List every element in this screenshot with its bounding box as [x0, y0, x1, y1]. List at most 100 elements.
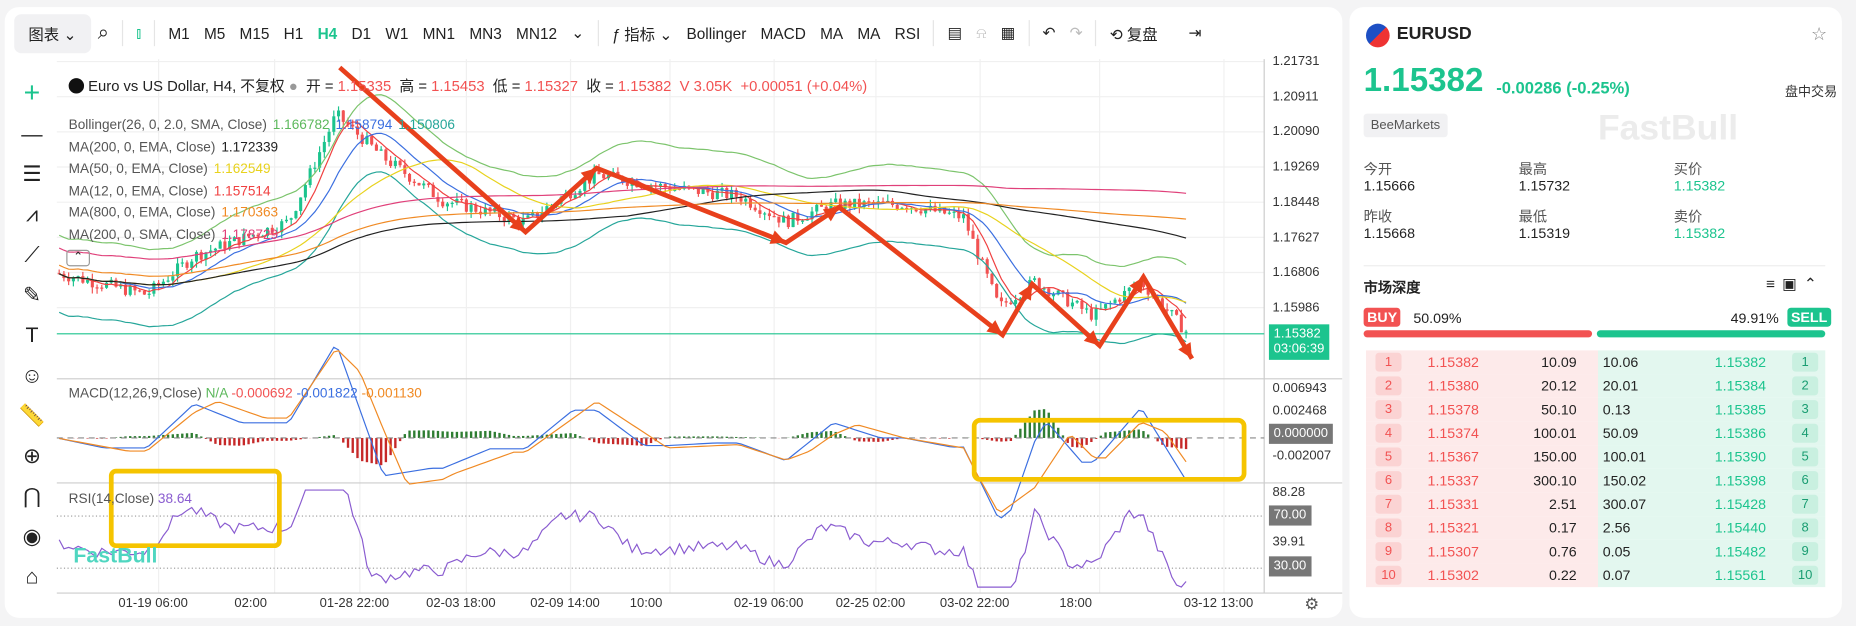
lock-icon[interactable]: ⌂: [25, 564, 39, 588]
timeframe-m5[interactable]: M5: [203, 24, 226, 43]
horizontal-line-icon[interactable]: —: [21, 121, 43, 146]
candle-body: [426, 183, 431, 185]
candle-body: [1004, 301, 1008, 303]
book-view-icon[interactable]: ▣: [1782, 274, 1804, 293]
candle-body: [1127, 287, 1131, 291]
indicators-button[interactable]: ƒ 指标 ⌄: [611, 25, 673, 44]
trend-line-icon[interactable]: ⟋: [24, 242, 40, 266]
indicator-legend[interactable]: MA(200, 0, SMA, Close) 1.178729: [69, 228, 278, 242]
order-book-bid-vol: 100.01: [1533, 424, 1577, 442]
layout-icon[interactable]: ▤: [947, 23, 963, 42]
replay-label: 复盘: [1126, 25, 1158, 44]
indicator-button-ma[interactable]: MA: [820, 24, 844, 43]
candle-body: [1184, 331, 1188, 333]
order-book-row: 5 1.15367 150.00 100.01 1.15390 5: [1365, 445, 1826, 469]
candle-body: [114, 279, 118, 287]
macd-histogram-bar: [843, 436, 847, 438]
ruler-icon[interactable]: 📏: [18, 403, 46, 427]
candle-body: [412, 181, 416, 183]
timeframe-w1[interactable]: W1: [385, 24, 409, 43]
buy-percent: 50.09%: [1413, 310, 1462, 327]
fib-lines-icon[interactable]: ☰: [22, 161, 42, 186]
collapse-legend-button[interactable]: ⌃: [66, 249, 90, 267]
zoom-in-icon[interactable]: ⊕: [23, 443, 41, 467]
candle-body: [772, 216, 776, 218]
price-chart[interactable]: [5, 7, 1343, 618]
macd-histogram-bar: [290, 437, 293, 441]
timeframe-m15[interactable]: M15: [239, 24, 270, 43]
macd-legend: MACD(12,26,9,Close) N/A -0.000692 -0.001…: [69, 387, 422, 401]
list-view-icon[interactable]: ≡: [1766, 274, 1783, 293]
arrowhead-icon: [1129, 276, 1144, 294]
macd-histogram-bar: [616, 437, 620, 445]
macd-histogram-bar: [862, 437, 866, 442]
time-axis-label: 02-19 06:00: [733, 596, 804, 611]
chart-toolbar: 图表 ⌄ ⌕ ⫾ M1 M5 M15 H1 H4 D1 W1 MN1 MN3 MN12 ⌄ ƒ 指…: [5, 7, 1343, 59]
alert-icon[interactable]: ⍾: [976, 23, 987, 42]
macd-zero-tag: 0.000000: [1268, 423, 1333, 444]
candle-body: [767, 213, 771, 217]
macd-histogram-bar: [498, 432, 501, 438]
status-dot-icon: ●: [288, 78, 298, 95]
timeframe-m1[interactable]: M1: [168, 24, 190, 43]
macd-histogram-bar: [810, 432, 814, 438]
chart-menu-dropdown[interactable]: 图表 ⌄: [14, 13, 91, 53]
timeframe-h4[interactable]: H4: [317, 24, 338, 43]
pattern-icon[interactable]: ⩘: [25, 201, 38, 226]
macd-histogram-bar: [299, 437, 302, 440]
eye-icon[interactable]: ◉: [22, 523, 42, 548]
replay-button[interactable]: ⟲ 复盘: [1103, 22, 1165, 44]
indicator-button-macd[interactable]: MACD: [760, 24, 806, 43]
timeframe-d1[interactable]: D1: [351, 24, 372, 43]
emoji-icon[interactable]: ☺: [21, 362, 43, 387]
candle-body: [1175, 310, 1179, 315]
macd-histogram-bar: [133, 436, 137, 438]
order-book-n: 8: [1792, 518, 1819, 538]
favorite-star-icon[interactable]: ☆: [1811, 24, 1827, 45]
chart-settings-gear-icon[interactable]: ⚙: [1304, 594, 1320, 614]
macd-histogram-bar: [460, 431, 463, 438]
indicator-button-rsi[interactable]: RSI: [894, 24, 921, 43]
indicator-name: MA(50, 0, EMA, Close): [68, 162, 208, 177]
candle-body: [881, 201, 885, 203]
price-axis-label: 1.17627: [1272, 230, 1320, 245]
indicator-value: 1.172339: [221, 140, 279, 155]
indicator-legend[interactable]: MA(12, 0, EMA, Close) 1.157514: [69, 184, 271, 198]
order-book-bid-vol: 300.10: [1533, 472, 1577, 489]
candle-type-icon[interactable]: ⫾: [136, 23, 142, 42]
collapse-panel-icon[interactable]: ⇥: [1188, 23, 1202, 42]
indicator-button-bollinger[interactable]: Bollinger: [686, 24, 747, 43]
search-icon[interactable]: ⌕: [97, 21, 109, 44]
macd-histogram-bar: [881, 437, 885, 442]
timeframe-mn12[interactable]: MN12: [516, 24, 558, 43]
timeframe-mn1[interactable]: MN1: [422, 24, 456, 43]
timeframe-h1[interactable]: H1: [283, 24, 304, 43]
macd-histogram-bar: [275, 437, 279, 441]
calendar-icon[interactable]: ▦: [1000, 23, 1016, 42]
indicator-legend[interactable]: MA(200, 0, EMA, Close) 1.172339: [69, 140, 278, 154]
magnet-icon[interactable]: ⋂: [23, 483, 41, 508]
bid-row-bg: [1365, 445, 1598, 469]
order-book-ask-vol: 300.07: [1602, 495, 1647, 513]
indicator-legend[interactable]: MA(50, 0, EMA, Close) 1.162549: [69, 162, 271, 176]
crosshair-plus-icon[interactable]: +: [23, 76, 41, 109]
redo-icon[interactable]: ↷: [1069, 23, 1083, 42]
candle-body: [379, 149, 383, 151]
indicator-legend[interactable]: MA(800, 0, EMA, Close) 1.170363: [69, 206, 278, 220]
timeframe-mn3[interactable]: MN3: [469, 24, 502, 43]
candle-body: [810, 211, 814, 220]
more-timeframes-chevron-icon[interactable]: ⌄: [571, 23, 585, 42]
collapse-chevron-icon[interactable]: ⌃: [1803, 274, 1824, 293]
undo-icon[interactable]: ↶: [1042, 23, 1056, 42]
order-book-ask-vol: 50.09: [1602, 424, 1639, 442]
text-icon[interactable]: T: [25, 322, 39, 347]
indicator-legend[interactable]: Bollinger(26, 0, 2.0, SMA, Close) 1.16678…: [69, 118, 455, 132]
macd-histogram-bar: [185, 433, 189, 438]
brush-icon[interactable]: ✎: [23, 282, 41, 306]
rsi-line: [58, 489, 1187, 588]
drawing-toolbar: + — ☰ ⩘ ⟋ ✎ T ☺ 📏 ⊕ ⋂ ◉ ⌂: [14, 73, 50, 596]
macd-histogram-bar: [223, 437, 227, 446]
candle-body: [961, 214, 966, 219]
candle-body: [57, 273, 61, 275]
indicator-button-ma[interactable]: MA: [857, 24, 881, 43]
